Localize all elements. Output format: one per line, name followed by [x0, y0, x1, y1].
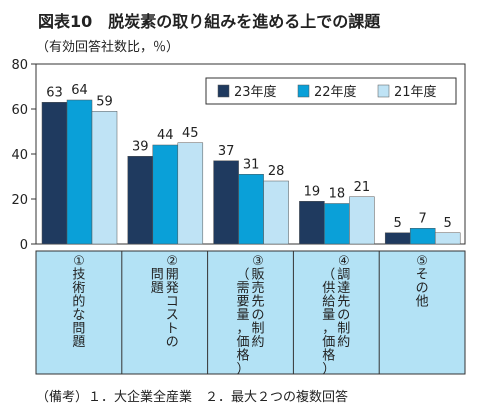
bar-value-label: 19	[304, 184, 321, 199]
footnote: （備考）１．大企業全産業 ２．最大２つの複数回答	[36, 390, 349, 405]
bar	[213, 160, 239, 245]
bar	[66, 99, 93, 245]
bar-value-label: 18	[329, 187, 346, 202]
y-tick-label: 80	[11, 58, 28, 73]
legend-label: 23年度	[234, 84, 277, 100]
y-tick-label: 0	[20, 238, 28, 253]
category-label: ① 技術的な問題	[72, 254, 85, 350]
y-tick-label: 60	[11, 103, 28, 118]
bar	[263, 180, 289, 245]
bar-value-label: 5	[444, 216, 452, 231]
bar	[384, 232, 411, 245]
category-label: ③ 販売先の制約	[251, 254, 264, 350]
bar-value-label: 63	[46, 85, 63, 100]
bar-value-label: 28	[268, 164, 285, 179]
y-tick-label: 40	[11, 148, 28, 163]
legend-swatch	[297, 84, 310, 98]
legend-label: 22年度	[314, 84, 357, 100]
category-label: （供給量，価格）	[322, 268, 335, 378]
chart-title: 図表10 脱炭素の取り組みを進める上での課題	[38, 12, 381, 31]
bar	[177, 142, 204, 245]
bar	[324, 203, 350, 245]
bar	[91, 111, 118, 245]
bar	[409, 228, 436, 245]
bar	[434, 232, 461, 245]
category-label: 問題	[151, 268, 164, 297]
bar-value-label: 45	[182, 126, 199, 141]
bar-value-label: 37	[218, 144, 235, 159]
legend-box	[205, 77, 457, 105]
bar	[299, 201, 325, 245]
legend-label: 21年度	[394, 84, 437, 100]
bar-value-label: 64	[71, 83, 88, 98]
chart-unit-label: （有効回答社数比，％）	[36, 40, 180, 55]
bar	[238, 174, 264, 245]
bar	[349, 196, 375, 245]
category-label: ④ 調達先の制約	[337, 254, 350, 350]
bar-value-label: 39	[132, 139, 149, 154]
category-band	[35, 250, 466, 375]
legend-swatch	[377, 84, 390, 98]
bar-value-label: 44	[157, 128, 174, 143]
bar-value-label: 21	[354, 180, 371, 195]
bar-value-label: 7	[419, 211, 427, 226]
category-label: （需要量，価格）	[236, 268, 249, 378]
bar	[127, 156, 154, 245]
bar	[152, 144, 179, 245]
category-label: ② 開発コストの	[166, 254, 179, 350]
bar-value-label: 5	[394, 216, 402, 231]
y-tick-label: 20	[11, 193, 28, 208]
legend-swatch	[217, 84, 230, 98]
category-label: ⑤ その他	[416, 254, 429, 310]
bar	[41, 102, 68, 245]
bar-value-label: 59	[96, 94, 113, 109]
bar-value-label: 31	[243, 157, 260, 172]
